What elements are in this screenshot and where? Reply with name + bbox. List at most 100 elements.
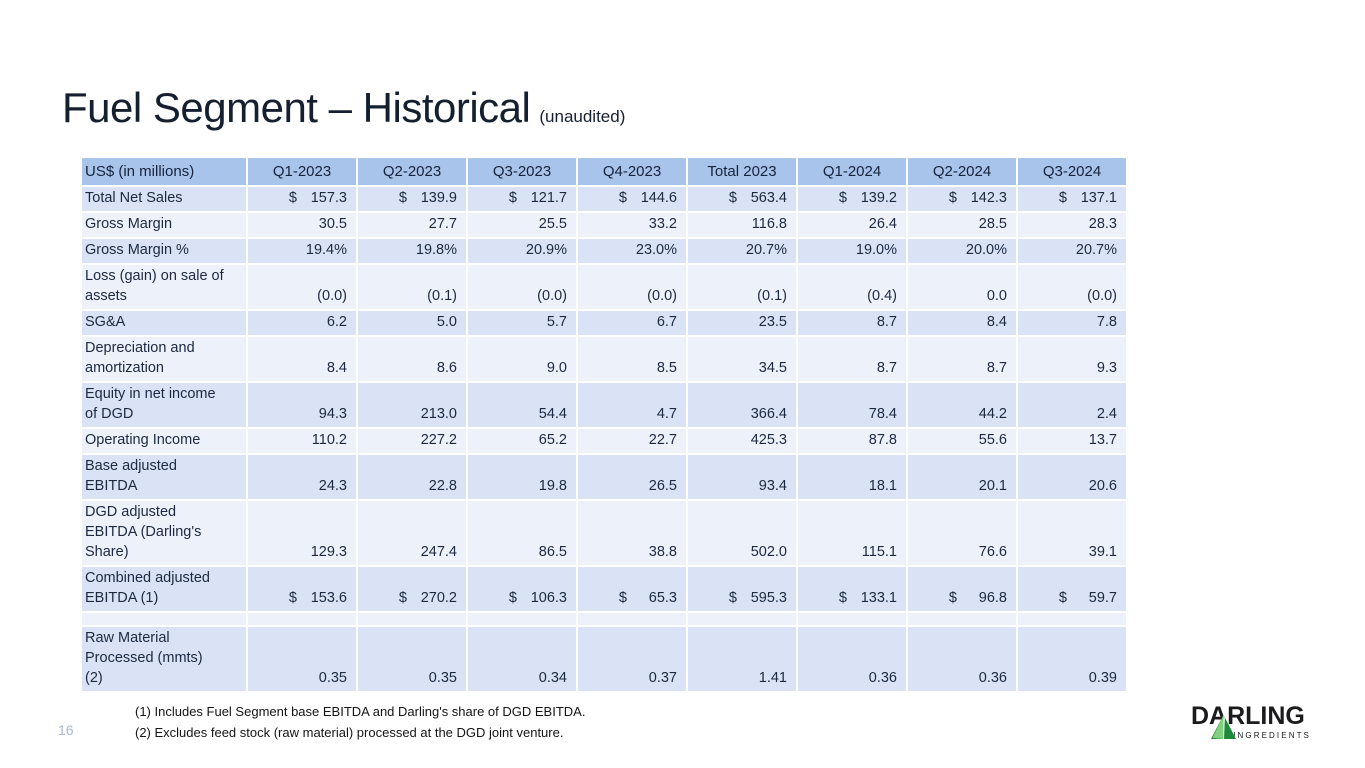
table-cell: 20.9%	[467, 237, 578, 264]
table-cell: 13.7	[1017, 427, 1128, 454]
table-header: US$ (in millions) Q1-2023 Q2-2023 Q3-2023 Q4…	[82, 158, 1128, 186]
cell-value: 106.3	[530, 590, 567, 606]
table-cell: 366.4	[687, 381, 798, 428]
table-cell: 34.5	[687, 335, 798, 382]
title-suffix: (unaudited)	[539, 107, 626, 126]
table-cell	[797, 611, 908, 626]
table-cell	[687, 611, 798, 626]
table-cell: 502.0	[687, 499, 798, 566]
table-body: Total Net Sales $157.3 $139.9 $121.7 $144.6 $…	[82, 185, 1128, 691]
table-cell: (0.0)	[577, 263, 688, 310]
cell-value: 133.1	[860, 590, 897, 606]
table-cell: 20.7%	[1017, 237, 1128, 264]
table-cell: 9.3	[1017, 335, 1128, 382]
table-cell: 4.7	[577, 381, 688, 428]
table-cell: 247.4	[357, 499, 468, 566]
cell-value: 59.7	[1088, 590, 1117, 606]
table-cell: 18.1	[797, 453, 908, 500]
table-cell: 0.37	[577, 625, 688, 691]
footnote-line: (1) Includes Fuel Segment base EBITDA an…	[135, 704, 586, 719]
currency-symbol: $	[618, 590, 627, 606]
table-cell: 19.8%	[357, 237, 468, 264]
table-row: Depreciation and amortization 8.4 8.6 9.0 8.…	[82, 335, 1128, 382]
row-label: Loss (gain) on sale of assets	[82, 263, 248, 310]
table-cell: 0.36	[797, 625, 908, 691]
table-cell: $595.3	[687, 565, 798, 612]
table-cell: 0.36	[907, 625, 1018, 691]
financial-table: US$ (in millions) Q1-2023 Q2-2023 Q3-2023 Q4…	[82, 158, 1128, 691]
logo-wordmark: DARLING	[1191, 702, 1311, 739]
cell-value: 144.6	[640, 190, 677, 206]
table-cell: 20.7%	[687, 237, 798, 264]
table-cell: $133.1	[797, 565, 908, 612]
footnote-line: (2) Excludes feed stock (raw material) p…	[135, 725, 564, 740]
table-cell: 38.8	[577, 499, 688, 566]
table-cell: 86.5	[467, 499, 578, 566]
table-row: DGD adjusted EBITDA (Darling's Share) 129…	[82, 499, 1128, 566]
table-cell: 54.4	[467, 381, 578, 428]
table-row: Equity in net income of DGD 94.3 213.0 54.4…	[82, 381, 1128, 428]
table-cell: 33.2	[577, 211, 688, 238]
table-cell: 44.2	[907, 381, 1018, 428]
cell-value: 121.7	[530, 190, 567, 206]
header-cell: Q1-2023	[247, 158, 358, 186]
table-cell: (0.1)	[357, 263, 468, 310]
table-cell: 6.2	[247, 309, 358, 336]
page-number: 16	[58, 722, 74, 738]
logo-triangle-icon	[1211, 715, 1236, 739]
table-cell: 23.5	[687, 309, 798, 336]
cell-value: 153.6	[310, 590, 347, 606]
cell-value: 96.8	[978, 590, 1007, 606]
header-cell: Total 2023	[687, 158, 798, 186]
cell-value: 139.2	[860, 190, 897, 206]
table-cell: 129.3	[247, 499, 358, 566]
row-label: Operating Income	[82, 427, 248, 454]
table-cell	[247, 611, 358, 626]
title-text: Fuel Segment – Historical	[62, 84, 531, 131]
row-label: Raw Material Processed (mmts) (2)	[82, 625, 248, 691]
currency-symbol: $	[1058, 590, 1067, 606]
currency-symbol: $	[508, 590, 517, 606]
logo-subtext: INGREDIENTS	[1233, 731, 1311, 740]
currency-symbol: $	[508, 190, 517, 206]
table-cell: 78.4	[797, 381, 908, 428]
row-label: Depreciation and amortization	[82, 335, 248, 382]
currency-symbol: $	[398, 190, 407, 206]
table-cell: 227.2	[357, 427, 468, 454]
table-cell: $59.7	[1017, 565, 1128, 612]
currency-symbol: $	[838, 590, 847, 606]
table-cell: $139.9	[357, 185, 468, 212]
cell-value: 270.2	[420, 590, 457, 606]
table-cell: 0.0	[907, 263, 1018, 310]
table-cell: (0.0)	[247, 263, 358, 310]
row-label: Equity in net income of DGD	[82, 381, 248, 428]
table-cell: 28.5	[907, 211, 1018, 238]
table-cell: 8.4	[907, 309, 1018, 336]
table-cell: 0.39	[1017, 625, 1128, 691]
table-cell: (0.1)	[687, 263, 798, 310]
table-cell: 0.34	[467, 625, 578, 691]
row-label: Gross Margin %	[82, 237, 248, 264]
cell-value: 142.3	[970, 190, 1007, 206]
table-cell: 19.4%	[247, 237, 358, 264]
table-cell: 116.8	[687, 211, 798, 238]
table-cell: 39.1	[1017, 499, 1128, 566]
table-cell	[467, 611, 578, 626]
cell-value: 595.3	[750, 590, 787, 606]
currency-symbol: $	[728, 190, 737, 206]
table-cell: 76.6	[907, 499, 1018, 566]
table-cell: 1.41	[687, 625, 798, 691]
table-cell	[1017, 611, 1128, 626]
table-cell: 26.4	[797, 211, 908, 238]
table-cell: 93.4	[687, 453, 798, 500]
currency-symbol: $	[948, 190, 957, 206]
header-cell: Q4-2023	[577, 158, 688, 186]
row-label: Gross Margin	[82, 211, 248, 238]
table-cell: 2.4	[1017, 381, 1128, 428]
table-cell: 25.5	[467, 211, 578, 238]
table-cell	[907, 611, 1018, 626]
table-cell: (0.4)	[797, 263, 908, 310]
row-label: Total Net Sales	[82, 185, 248, 212]
header-cell: Q3-2023	[467, 158, 578, 186]
table-cell: 20.1	[907, 453, 1018, 500]
